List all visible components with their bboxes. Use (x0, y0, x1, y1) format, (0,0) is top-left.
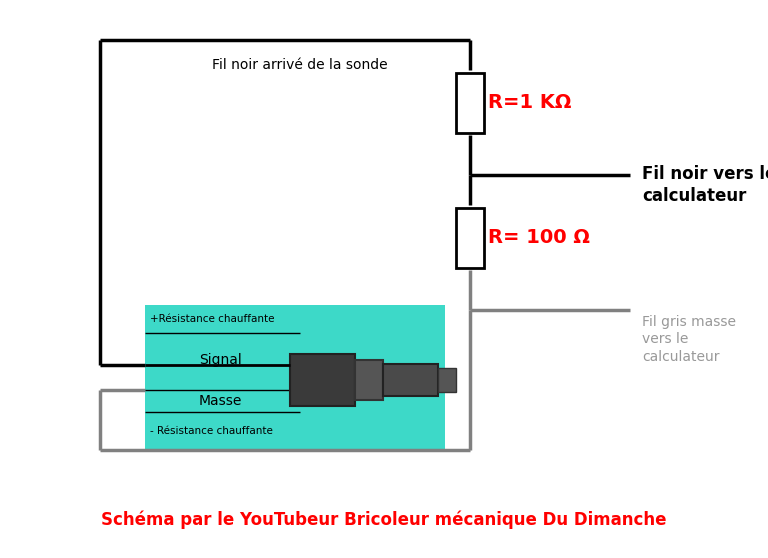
Text: Schéma par le YouTubeur Bricoleur mécanique Du Dimanche: Schéma par le YouTubeur Bricoleur mécani… (101, 511, 667, 529)
Bar (355, 359, 383, 400)
Text: Signal: Signal (199, 353, 241, 367)
Bar (145, 305, 445, 450)
Bar (290, 354, 355, 406)
Text: +Résistance chauffante: +Résistance chauffante (150, 314, 274, 324)
Text: Fil gris masse
vers le
calculateur: Fil gris masse vers le calculateur (642, 315, 736, 364)
Text: - Résistance chauffante: - Résistance chauffante (150, 426, 273, 436)
Bar (438, 368, 456, 392)
Text: R= 100 Ω: R= 100 Ω (488, 228, 590, 247)
Text: Fil noir arrivé de la sonde: Fil noir arrivé de la sonde (212, 58, 388, 72)
Text: R=1 KΩ: R=1 KΩ (488, 93, 571, 112)
Bar (456, 208, 484, 267)
Text: Masse: Masse (198, 394, 242, 408)
Bar (456, 73, 484, 132)
Text: Fil noir vers le
calculateur: Fil noir vers le calculateur (642, 165, 768, 205)
Bar (383, 363, 438, 396)
